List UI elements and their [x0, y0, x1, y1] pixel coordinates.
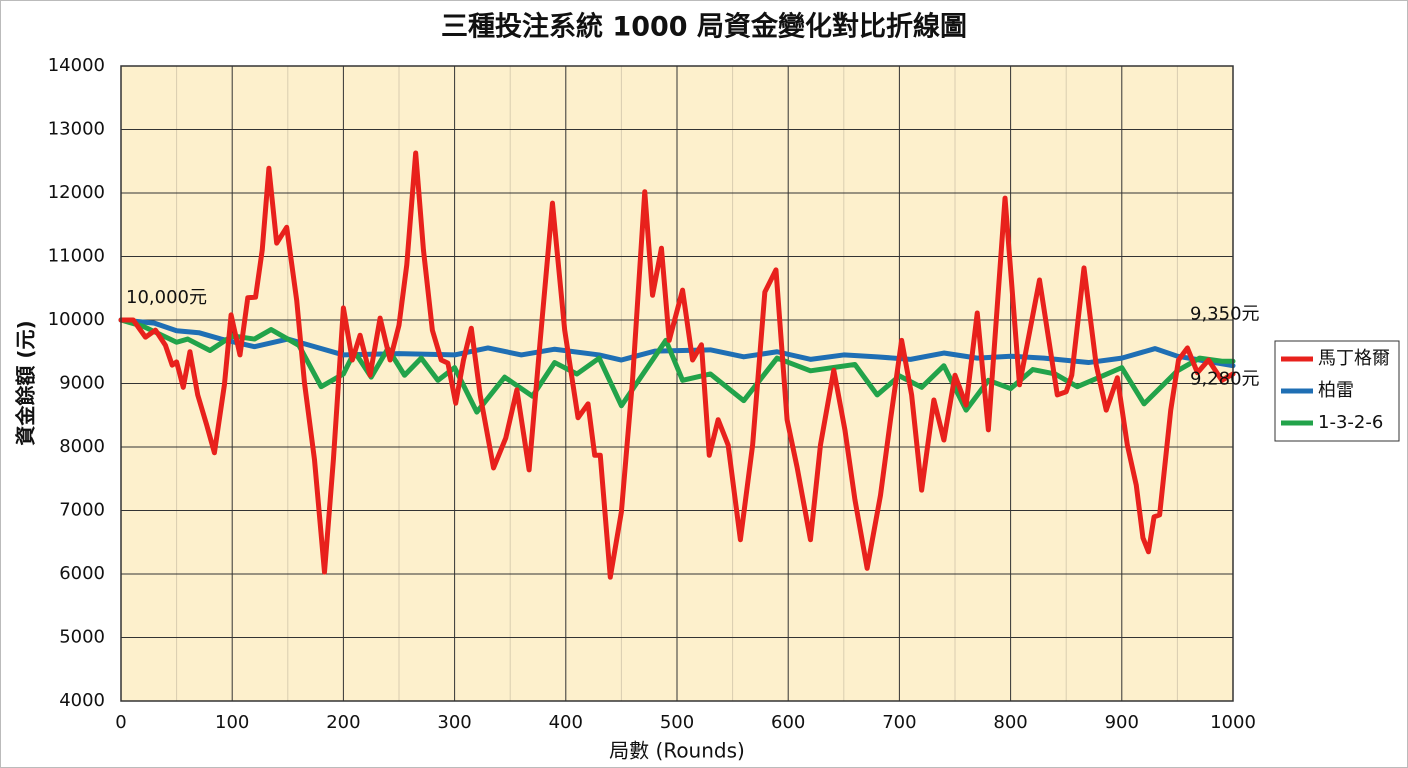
x-tick-label: 200 [326, 712, 360, 733]
legend-label: 柏雷 [1318, 380, 1354, 401]
x-tick-label: 0 [115, 712, 126, 733]
y-tick-label: 11000 [48, 246, 105, 267]
y-tick-label: 9000 [59, 373, 105, 394]
annotation: 10,000元 [126, 287, 207, 308]
y-tick-label: 5000 [59, 627, 105, 648]
chart-title: 三種投注系統 1000 局資金變化對比折線圖 [441, 11, 967, 43]
legend-label: 馬丁格爾 [1318, 348, 1390, 369]
x-tick-label: 1000 [1210, 712, 1256, 733]
y-axis-label: 資金餘額 (元) [14, 320, 38, 445]
y-tick-label: 10000 [48, 309, 105, 330]
x-tick-label: 300 [437, 712, 471, 733]
y-tick-label: 4000 [59, 690, 105, 711]
x-tick-label: 900 [1105, 712, 1139, 733]
x-tick-label: 700 [882, 712, 916, 733]
y-tick-label: 7000 [59, 500, 105, 521]
series-line [118, 317, 1236, 369]
plot-border [120, 65, 1234, 702]
y-tick-label: 14000 [48, 55, 105, 76]
x-axis-label: 局數 (Rounds) [609, 739, 745, 763]
annotation: 9,350元 [1190, 303, 1260, 324]
legend-label: 1-3-2-6 [1318, 412, 1383, 433]
x-tick-label: 100 [215, 712, 249, 733]
y-tick-label: 6000 [59, 563, 105, 584]
x-tick-label: 500 [660, 712, 694, 733]
annotation: 9,280元 [1190, 369, 1260, 390]
y-tick-label: 8000 [59, 436, 105, 457]
y-tick-label: 13000 [48, 119, 105, 140]
x-tick-label: 600 [771, 712, 805, 733]
series-line [118, 150, 1236, 580]
x-tick-label: 400 [549, 712, 583, 733]
y-tick-label: 12000 [48, 182, 105, 203]
x-tick-label: 800 [993, 712, 1027, 733]
